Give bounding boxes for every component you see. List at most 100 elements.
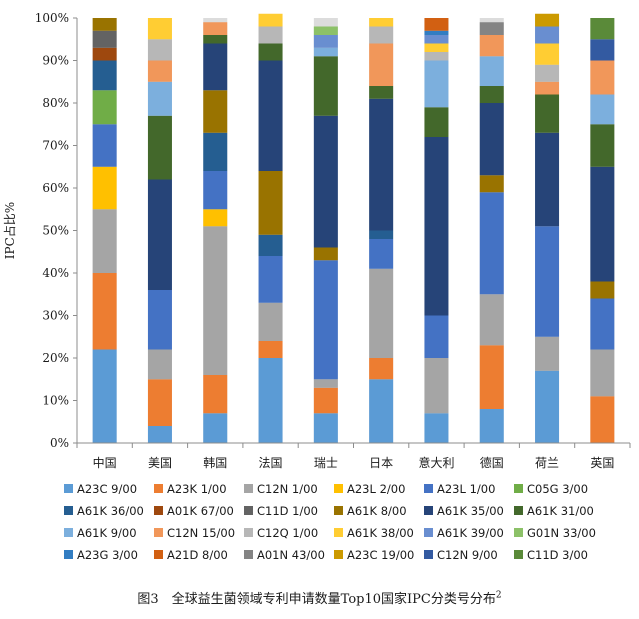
y-tick-label: 40%: [42, 266, 69, 280]
bar-segment-3-7: [203, 132, 228, 171]
bar-segment-2-13: [147, 81, 172, 116]
x-tick-label: 瑞士: [314, 456, 338, 470]
legend-label: A23K 1/00: [167, 482, 227, 496]
bar-segment-9-17: [535, 26, 560, 44]
bar-segment-4-3: [258, 302, 283, 341]
bar-segment-6-16: [369, 18, 394, 27]
bar-segment-2-14: [147, 60, 172, 82]
bar-segment-5-1: [313, 413, 338, 443]
bar-segment-1-3: [92, 209, 117, 273]
bar-segment-6-12: [369, 86, 394, 99]
legend-label: A61K 39/00: [437, 526, 504, 540]
legend-label: C11D 1/00: [257, 504, 318, 518]
bar-segment-2-15: [147, 39, 172, 61]
legend-label: A23C 9/00: [77, 482, 137, 496]
bar-segment-2-2: [147, 379, 172, 426]
bar-segment-5-2: [313, 387, 338, 414]
bar-segment-2-3: [147, 349, 172, 380]
bar-segment-2-1: [147, 426, 172, 443]
bar-segment-6-2: [369, 358, 394, 380]
y-tick-label: 0%: [50, 436, 69, 450]
legend-label: C12N 15/00: [167, 526, 235, 540]
bar-segment-4-15: [258, 26, 283, 44]
bar-segment-8-1: [479, 409, 504, 443]
bar-segment-6-1: [369, 379, 394, 443]
bar-segment-6-14: [369, 43, 394, 86]
legend-swatch: [514, 528, 523, 537]
bar-segment-1-2: [92, 273, 117, 350]
y-tick-label: 60%: [42, 181, 69, 195]
legend-swatch: [334, 484, 343, 493]
bar-segment-6-11: [369, 98, 394, 231]
bar-segment-8-2: [479, 345, 504, 409]
bar-segment-10-5: [590, 298, 615, 350]
bar-segment-1-10: [92, 18, 117, 31]
bar-segment-5-5: [313, 260, 338, 380]
legend-label: C05G 3/00: [527, 482, 588, 496]
legend-swatch: [334, 506, 343, 515]
y-axis-ticks: 0% 10% 20% 30% 40% 50% 60% 70% 80% 90% 100%: [35, 11, 77, 450]
legend-label: C12Q 1/00: [257, 526, 318, 540]
legend-label: A21D 8/00: [167, 548, 228, 562]
bars-group: [92, 13, 615, 443]
legend-swatch: [514, 550, 523, 559]
legend-label: C12N 1/00: [257, 482, 318, 496]
x-tick-label: 法国: [259, 456, 283, 470]
x-tick-label: 意大利: [418, 455, 454, 470]
legend-label: A23L 1/00: [437, 482, 495, 496]
legend-swatch: [64, 550, 73, 559]
y-tick-label: 30%: [42, 309, 69, 323]
y-axis-title: IPC占比%: [2, 202, 17, 259]
bar-segment-8-10: [479, 175, 504, 193]
legend-label: A23C 19/00: [347, 548, 414, 562]
legend-swatch: [424, 528, 433, 537]
bar-segment-7-15: [424, 52, 449, 61]
bar-segment-9-16: [535, 43, 560, 65]
bar-segment-3-2: [203, 375, 228, 414]
y-tick-label: 50%: [42, 224, 69, 238]
bar-segment-10-3: [590, 349, 615, 397]
legend-label: A61K 36/00: [77, 504, 144, 518]
bar-segment-6-7: [369, 230, 394, 239]
bar-segment-4-7: [258, 234, 283, 256]
bar-segment-3-5: [203, 171, 228, 210]
legend-swatch: [244, 550, 253, 559]
x-tick-label: 英国: [590, 456, 614, 470]
bar-segment-1-5: [92, 124, 117, 167]
legend-swatch: [514, 506, 523, 515]
bar-segment-1-7: [92, 60, 117, 91]
bar-segment-9-15: [535, 64, 560, 82]
bar-segment-8-12: [479, 86, 504, 103]
bar-segment-7-12: [424, 107, 449, 137]
bar-segment-9-22: [535, 13, 560, 27]
bar-segment-3-3: [203, 226, 228, 375]
legend-swatch: [334, 528, 343, 537]
bar-segment-7-5: [424, 315, 449, 358]
bar-segment-5-17: [313, 35, 338, 48]
x-tick-label: 德国: [480, 455, 504, 470]
bar-segment-8-14: [479, 35, 504, 57]
bar-segment-7-13: [424, 60, 449, 108]
bar-segment-10-10: [590, 281, 615, 299]
bar-segment-10-2: [590, 396, 615, 443]
x-tick-label: 荷兰: [535, 456, 559, 470]
bar-segment-8-5: [479, 192, 504, 295]
legend-label: A23G 3/00: [77, 548, 138, 562]
legend-swatch: [244, 528, 253, 537]
bar-segment-3-11: [203, 43, 228, 91]
bar-segment-3-10: [203, 90, 228, 133]
bar-segment-4-2: [258, 341, 283, 358]
bar-segment-10-11: [590, 166, 615, 282]
bar-segment-5-3: [313, 379, 338, 388]
bar-segment-8-21: [479, 22, 504, 35]
legend: A23C 9/00 A23K 1/00 C12N 1/00 A23L 2/00 A23L…: [64, 482, 596, 562]
bar-segment-5-11: [313, 115, 338, 248]
y-tick-label: 80%: [42, 96, 69, 110]
y-tick-label: 90%: [42, 54, 69, 68]
bar-segment-4-12: [258, 43, 283, 61]
legend-label: A01K 67/00: [167, 504, 234, 518]
bar-segment-7-16: [424, 43, 449, 52]
figure-caption: 图3 全球益生菌领域专利申请数量Top10国家IPC分类号分布2: [0, 588, 639, 607]
bar-segment-9-1: [535, 370, 560, 443]
